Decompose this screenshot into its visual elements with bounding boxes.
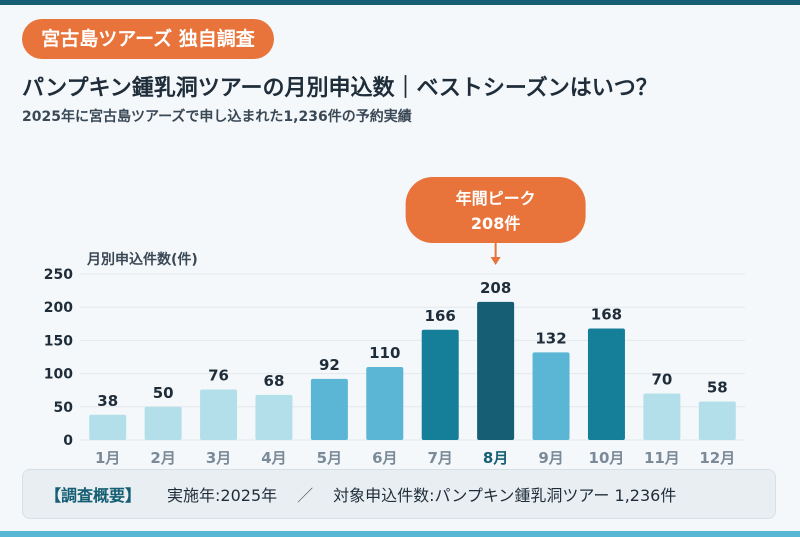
y-tick-label: 250 [44,267,73,283]
page-title: パンプキン鍾乳洞ツアーの月別申込数｜ベストシーズンはいつ？ [22,76,658,101]
value-label: 132 [535,329,566,347]
summary-heading: 【調査概要】 [45,486,142,505]
value-label: 76 [208,367,229,385]
x-tick-label: 3月 [206,449,231,467]
x-tick-label: 4月 [261,449,286,467]
bar-7 [421,329,459,440]
peak-callout-value: 208件 [471,214,520,233]
y-tick-label: 50 [54,400,74,416]
peak-callout-box [405,177,586,243]
y-axis-ticks: 0 50 100 150 200 250 [44,267,73,449]
value-label: 168 [591,305,622,323]
x-tick-label: 7月 [427,449,452,467]
value-label: 208 [480,279,511,297]
top-accent-bar [0,0,800,5]
x-axis-ticks: 1月 2月 3月 4月 5月 6月 7月 8月 9月 10月 11月 12月 [95,449,735,467]
value-label: 110 [369,344,400,362]
grid-layer [80,273,745,441]
value-label: 50 [153,384,174,402]
summary-year: 実施年:2025年 [167,486,278,505]
bar-10 [587,328,625,440]
peak-callout-arrow-icon [490,257,501,265]
x-tick-label: 8月 [483,449,508,467]
value-label: 68 [264,372,285,390]
y-axis-label: 月別申込件数(件) [86,251,198,268]
y-tick-label: 100 [44,367,73,383]
x-tick-label: 6月 [372,449,397,467]
y-tick-label: 150 [44,333,73,349]
y-tick-label: 0 [63,433,73,449]
x-tick-label: 2月 [150,449,175,467]
x-tick-label: 12月 [699,449,735,467]
x-tick-label: 11月 [644,449,680,467]
bars [89,301,736,440]
x-tick-label: 1月 [95,449,120,467]
peak-callout-title: 年間ピーク [456,189,536,208]
summary-target: 対象申込件数:パンプキン鍾乳洞ツアー 1,236件 [333,486,677,505]
bar-4 [255,394,293,440]
bar-11 [643,393,681,440]
value-label: 166 [425,307,456,325]
value-label: 70 [651,371,672,389]
value-label: 92 [319,356,340,374]
summary-separator: ／ [297,486,314,505]
bar-6 [366,366,404,440]
value-label: 38 [97,392,118,410]
bar-1 [89,414,127,440]
x-tick-label: 5月 [317,449,342,467]
bar-3 [200,389,238,440]
bar-9 [532,352,570,440]
survey-summary: 【調査概要】 実施年:2025年 ／ 対象申込件数:パンプキン鍾乳洞ツアー 1,… [22,469,776,519]
x-tick-label: 10月 [589,449,625,467]
y-tick-label: 200 [44,300,73,316]
bar-5 [310,378,348,440]
source-badge: 宮古島ツアーズ 独自調査 [22,19,274,59]
bar-12 [698,401,736,440]
value-labels: 38 50 76 68 92 110 166 208 132 168 70 58 [97,279,727,410]
x-tick-label: 9月 [538,449,563,467]
bottom-accent-bar [0,531,800,537]
bar-2 [144,406,182,440]
value-label: 58 [707,378,728,396]
page-subtitle: 2025年に宮古島ツアーズで申し込まれた1,236件の予約実績 [22,109,412,125]
peak-callout: 年間ピーク 208件 [405,177,586,265]
bar-8 [477,301,515,440]
